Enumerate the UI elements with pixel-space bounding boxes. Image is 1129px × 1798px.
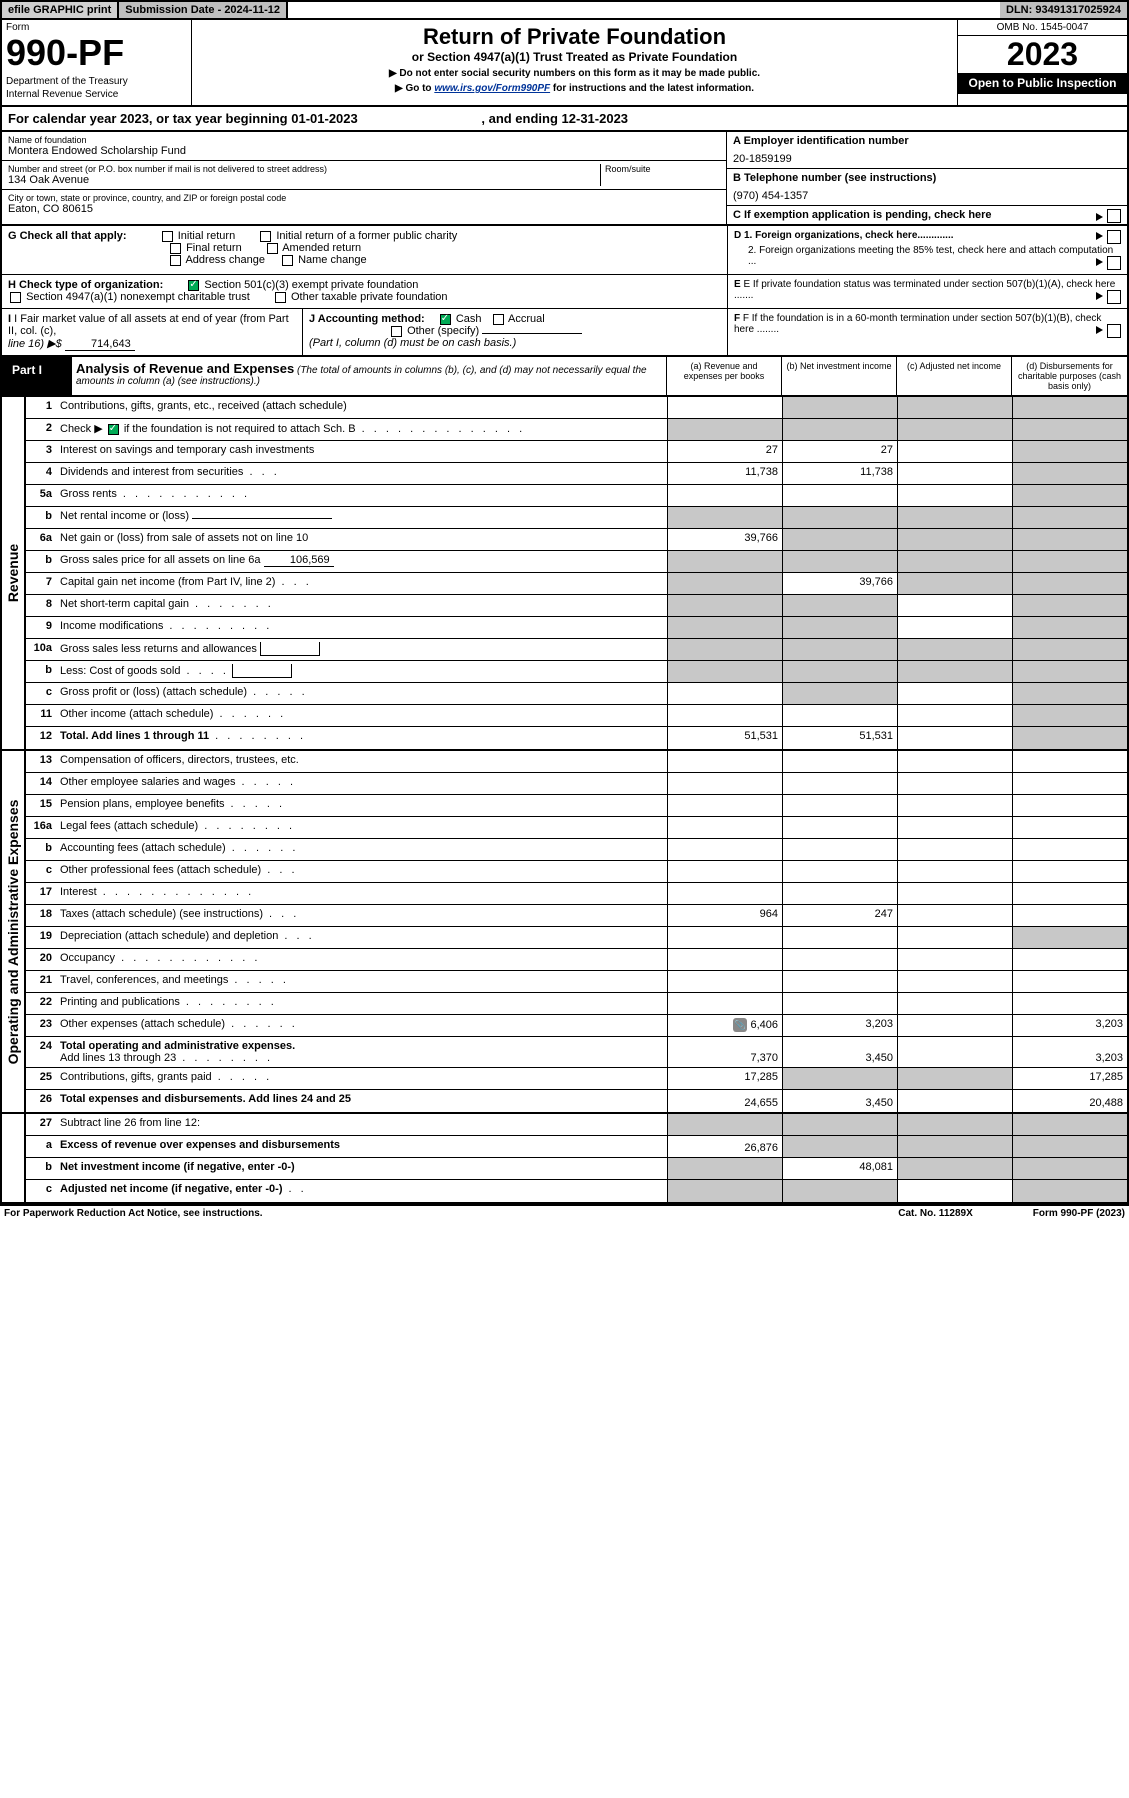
info-left: Name of foundation Montera Endowed Schol… xyxy=(2,132,727,224)
form-subtitle: or Section 4947(a)(1) Trust Treated as P… xyxy=(196,50,953,64)
expenses-label: Operating and Administrative Expenses xyxy=(2,751,26,1112)
top-bar: efile GRAPHIC print Submission Date - 20… xyxy=(0,0,1129,20)
omb-number: OMB No. 1545-0047 xyxy=(958,20,1127,36)
form-number: 990-PF xyxy=(2,35,191,71)
instructions-link[interactable]: www.irs.gov/Form990PF xyxy=(434,83,550,94)
info-block: Name of foundation Montera Endowed Schol… xyxy=(0,132,1129,226)
cat-no: Cat. No. 11289X xyxy=(898,1208,972,1219)
initial-return-checkbox[interactable] xyxy=(162,231,173,242)
other-method-checkbox[interactable] xyxy=(391,326,402,337)
header-right: OMB No. 1545-0047 2023 Open to Public In… xyxy=(957,20,1127,105)
note1: ▶ Do not enter social security numbers o… xyxy=(196,68,953,79)
amended-checkbox[interactable] xyxy=(267,243,278,254)
d-section: D 1. Foreign organizations, check here..… xyxy=(727,226,1127,274)
header-left: Form 990-PF Department of the Treasury I… xyxy=(2,20,192,105)
final-return-checkbox[interactable] xyxy=(170,243,181,254)
form-header: Form 990-PF Department of the Treasury I… xyxy=(0,20,1129,107)
col-b-header: (b) Net investment income xyxy=(782,357,897,395)
arrow-icon xyxy=(1096,232,1103,240)
arrow-icon xyxy=(1096,326,1103,334)
header-mid: Return of Private Foundation or Section … xyxy=(192,20,957,105)
cash-checkbox[interactable] xyxy=(440,314,451,325)
ij-section: I I Fair market value of all assets at e… xyxy=(2,309,727,355)
attachment-icon[interactable]: 📎 xyxy=(733,1018,747,1032)
e-checkbox[interactable] xyxy=(1107,290,1121,304)
paperwork-notice: For Paperwork Reduction Act Notice, see … xyxy=(4,1208,263,1219)
c-row: C If exemption application is pending, c… xyxy=(727,206,1127,224)
part-i-header: Part I Analysis of Revenue and Expenses … xyxy=(0,357,1129,397)
open-public: Open to Public Inspection xyxy=(958,73,1127,94)
col-a-header: (a) Revenue and expenses per books xyxy=(667,357,782,395)
f-checkbox[interactable] xyxy=(1107,324,1121,338)
accrual-checkbox[interactable] xyxy=(493,314,504,325)
e-section: E E If private foundation status was ter… xyxy=(727,275,1127,308)
arrow-icon xyxy=(1096,213,1103,221)
address-change-checkbox[interactable] xyxy=(170,255,181,266)
part-title: Analysis of Revenue and Expenses (The to… xyxy=(72,357,667,395)
col-d-header: (d) Disbursements for charitable purpose… xyxy=(1012,357,1127,395)
h-section: H Check type of organization: Section 50… xyxy=(2,275,727,308)
501c3-checkbox[interactable] xyxy=(188,280,199,291)
other-taxable-checkbox[interactable] xyxy=(275,292,286,303)
note2: ▶ Go to www.irs.gov/Form990PF for instru… xyxy=(196,83,953,94)
initial-former-checkbox[interactable] xyxy=(260,231,271,242)
line27-table: 27Subtract line 26 from line 12: aExcess… xyxy=(0,1114,1129,1204)
efile-label[interactable]: efile GRAPHIC print xyxy=(2,2,119,18)
g-d-block: G Check all that apply: Initial return I… xyxy=(0,226,1129,357)
info-right: A Employer identification number 20-1859… xyxy=(727,132,1127,224)
department: Department of the Treasury Internal Reve… xyxy=(2,71,191,105)
city-row: City or town, state or province, country… xyxy=(2,190,726,218)
form-title: Return of Private Foundation xyxy=(196,24,953,50)
form-ref: Form 990-PF (2023) xyxy=(1033,1208,1125,1219)
address-row: Number and street (or P.O. box number if… xyxy=(2,161,726,190)
g-section: G Check all that apply: Initial return I… xyxy=(2,226,727,274)
submission-date: Submission Date - 2024-11-12 xyxy=(119,2,288,18)
tax-year: 2023 xyxy=(958,36,1127,73)
page-footer: For Paperwork Reduction Act Notice, see … xyxy=(0,1204,1129,1221)
d2-checkbox[interactable] xyxy=(1107,256,1121,270)
d1-checkbox[interactable] xyxy=(1107,230,1121,244)
foundation-name-row: Name of foundation Montera Endowed Schol… xyxy=(2,132,726,161)
part-label: Part I xyxy=(2,357,72,395)
arrow-icon xyxy=(1096,292,1103,300)
col-c-header: (c) Adjusted net income xyxy=(897,357,1012,395)
ein-row: A Employer identification number 20-1859… xyxy=(727,132,1127,169)
dln: DLN: 93491317025924 xyxy=(1000,2,1127,18)
f-section: F F If the foundation is in a 60-month t… xyxy=(727,309,1127,355)
expenses-table: Operating and Administrative Expenses 13… xyxy=(0,751,1129,1114)
4947-checkbox[interactable] xyxy=(10,292,21,303)
name-change-checkbox[interactable] xyxy=(282,255,293,266)
arrow-icon xyxy=(1096,258,1103,266)
c-checkbox[interactable] xyxy=(1107,209,1121,223)
revenue-table: Revenue 1Contributions, gifts, grants, e… xyxy=(0,397,1129,751)
calendar-year-row: For calendar year 2023, or tax year begi… xyxy=(0,107,1129,132)
schb-checkbox[interactable] xyxy=(108,424,119,435)
revenue-label: Revenue xyxy=(2,397,26,749)
phone-row: B Telephone number (see instructions) (9… xyxy=(727,169,1127,206)
